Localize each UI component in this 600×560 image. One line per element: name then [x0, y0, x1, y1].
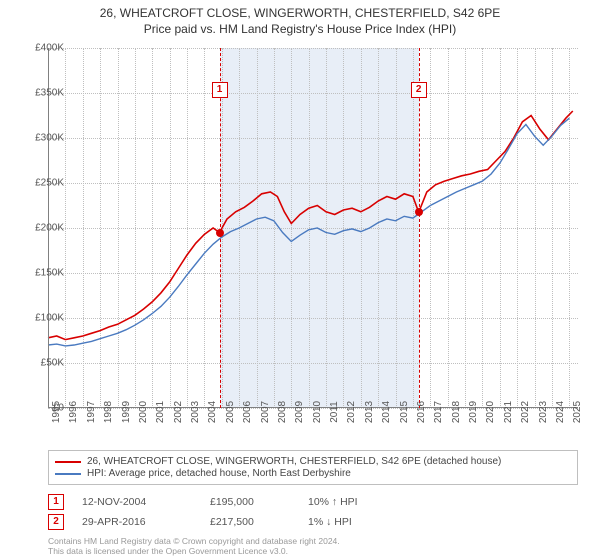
legend-row-1: 26, WHEATCROFT CLOSE, WINGERWORTH, CHEST…: [55, 456, 571, 467]
y-tick-label: £150K: [24, 268, 64, 279]
chart-area: 12: [48, 48, 578, 408]
x-tick-label: 1997: [86, 401, 97, 423]
x-tick-label: 2021: [503, 401, 514, 423]
x-tick-label: 1998: [103, 401, 114, 423]
x-tick-label: 2008: [277, 401, 288, 423]
line-svg: [48, 48, 578, 408]
x-tick-label: 2013: [364, 401, 375, 423]
x-tick-label: 2018: [451, 401, 462, 423]
x-tick-label: 2017: [433, 401, 444, 423]
title-block: 26, WHEATCROFT CLOSE, WINGERWORTH, CHEST…: [0, 0, 600, 37]
x-tick-label: 1996: [68, 401, 79, 423]
x-tick-label: 1999: [121, 401, 132, 423]
series-hpi: [48, 118, 569, 346]
y-tick-label: £300K: [24, 133, 64, 144]
sale-row-2: 2 29-APR-2016 £217,500 1% ↓ HPI: [48, 514, 578, 530]
footer-line1: Contains HM Land Registry data © Crown c…: [48, 536, 578, 546]
sale-row-1: 1 12-NOV-2004 £195,000 10% ↑ HPI: [48, 494, 578, 510]
marker-dot-2: [415, 208, 423, 216]
x-tick-label: 2016: [416, 401, 427, 423]
y-tick-label: £350K: [24, 88, 64, 99]
x-tick-label: 2005: [225, 401, 236, 423]
legend-label-1: 26, WHEATCROFT CLOSE, WINGERWORTH, CHEST…: [87, 456, 501, 467]
footer: Contains HM Land Registry data © Crown c…: [48, 536, 578, 556]
x-tick-label: 2020: [485, 401, 496, 423]
x-tick-label: 2014: [381, 401, 392, 423]
y-tick-label: £400K: [24, 43, 64, 54]
x-tick-label: 2015: [399, 401, 410, 423]
sale-date: 12-NOV-2004: [82, 496, 192, 508]
sale-delta: 1% ↓ HPI: [308, 516, 398, 528]
x-tick-label: 2006: [242, 401, 253, 423]
x-tick-label: 2019: [468, 401, 479, 423]
chart-container: 26, WHEATCROFT CLOSE, WINGERWORTH, CHEST…: [0, 0, 600, 560]
x-tick-label: 2004: [207, 401, 218, 423]
x-tick-label: 2009: [294, 401, 305, 423]
y-tick-label: £250K: [24, 178, 64, 189]
x-tick-label: 2022: [520, 401, 531, 423]
x-tick-label: 2003: [190, 401, 201, 423]
sales-block: 1 12-NOV-2004 £195,000 10% ↑ HPI 2 29-APR-201…: [48, 494, 578, 534]
sale-box-1: 1: [48, 494, 64, 510]
x-tick-label: 2012: [346, 401, 357, 423]
x-tick-label: 2000: [138, 401, 149, 423]
x-tick-label: 1995: [51, 401, 62, 423]
sale-box-2: 2: [48, 514, 64, 530]
sale-date: 29-APR-2016: [82, 516, 192, 528]
legend-row-2: HPI: Average price, detached house, Nort…: [55, 468, 571, 479]
sale-price: £195,000: [210, 496, 290, 508]
y-tick-label: £50K: [24, 358, 64, 369]
series-price_paid: [48, 111, 573, 340]
x-tick-label: 2001: [155, 401, 166, 423]
x-tick-label: 2002: [173, 401, 184, 423]
sale-price: £217,500: [210, 516, 290, 528]
x-tick-label: 2025: [572, 401, 583, 423]
sale-delta: 10% ↑ HPI: [308, 496, 398, 508]
legend: 26, WHEATCROFT CLOSE, WINGERWORTH, CHEST…: [48, 450, 578, 485]
marker-line-2: [419, 48, 420, 408]
marker-box-2: 2: [411, 82, 427, 98]
legend-swatch-1: [55, 461, 81, 463]
footer-line2: This data is licensed under the Open Gov…: [48, 546, 578, 556]
x-tick-label: 2007: [260, 401, 271, 423]
title-line2: Price paid vs. HM Land Registry's House …: [0, 22, 600, 38]
x-tick-label: 2010: [312, 401, 323, 423]
legend-label-2: HPI: Average price, detached house, Nort…: [87, 468, 351, 479]
y-tick-label: £200K: [24, 223, 64, 234]
y-tick-label: £100K: [24, 313, 64, 324]
x-tick-label: 2011: [329, 401, 340, 423]
x-tick-label: 2023: [538, 401, 549, 423]
marker-box-1: 1: [212, 82, 228, 98]
marker-dot-1: [216, 229, 224, 237]
title-line1: 26, WHEATCROFT CLOSE, WINGERWORTH, CHEST…: [0, 6, 600, 22]
legend-swatch-2: [55, 473, 81, 475]
x-tick-label: 2024: [555, 401, 566, 423]
